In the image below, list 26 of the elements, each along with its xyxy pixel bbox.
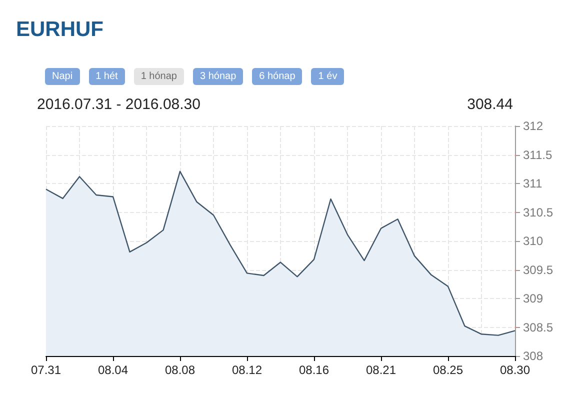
period-button[interactable]: 3 hónap (192, 68, 244, 85)
period-button[interactable]: 1 hét (88, 68, 125, 85)
period-button[interactable]: 6 hónap (252, 68, 302, 85)
period-button[interactable]: 1 év (311, 68, 344, 85)
period-button[interactable]: 1 hónap (134, 68, 184, 85)
x-tick-label: 08.12 (232, 363, 262, 377)
x-tick-label: 08.25 (432, 363, 464, 377)
chart-title: EURHUF (16, 18, 104, 42)
chart-subtitle: 2016.07.31 - 2016.08.30 (37, 96, 200, 113)
y-tick-label: 309.5 (523, 262, 554, 277)
y-tick-label: 311.5 (523, 148, 552, 162)
y-tick-label: 310.5 (523, 205, 554, 220)
text: 308.44 (467, 96, 513, 113)
x-tick-label: 07.31 (30, 363, 62, 377)
y-tick-label: 312 (523, 119, 544, 133)
y-tick-label: 308 (523, 349, 544, 363)
x-tick-label: 08.04 (98, 363, 128, 377)
x-tick-label: 08.21 (366, 363, 396, 377)
y-tick-label: 309 (523, 292, 544, 306)
x-tick-label: 08.08 (164, 363, 196, 377)
y-tick-label: 308.5 (523, 320, 554, 334)
y-tick-label: 310 (523, 234, 544, 248)
y-tick-label: 311 (523, 176, 542, 190)
period-button[interactable]: Napi (45, 68, 80, 85)
x-tick-label: 08.30 (500, 363, 530, 377)
x-tick-label: 08.16 (298, 363, 330, 377)
